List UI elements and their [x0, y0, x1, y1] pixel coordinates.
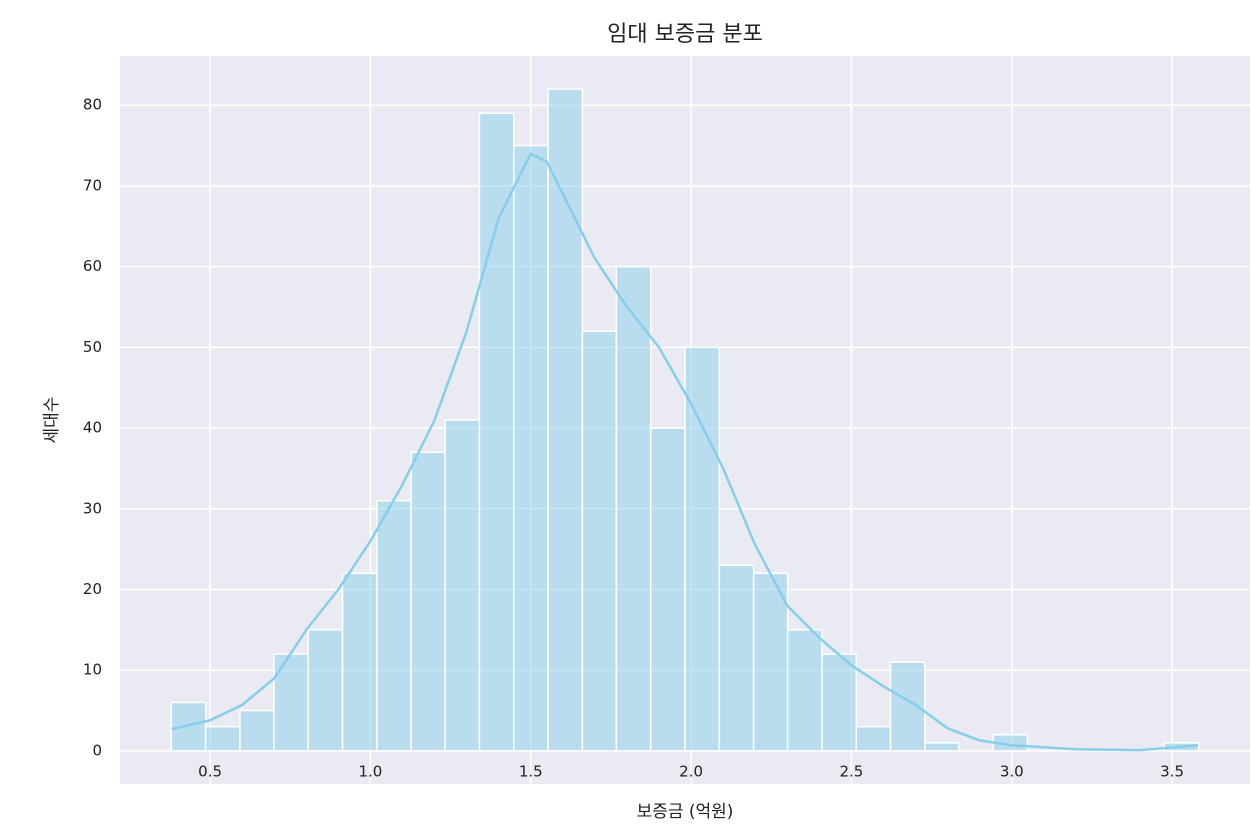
bar — [547, 88, 584, 752]
y-axis-label: 세대수 — [42, 397, 62, 444]
bar — [170, 701, 207, 752]
bar — [924, 742, 960, 752]
bar — [581, 330, 618, 752]
bar — [376, 499, 412, 752]
x-tick-label: 1.0 — [359, 763, 383, 781]
y-tick-label: 0 — [92, 741, 102, 759]
y-tick-label: 80 — [83, 96, 102, 114]
x-axis-label: 보증금 (억원) — [637, 802, 734, 822]
chart-title: 임대 보증금 분포 — [607, 22, 763, 47]
x-tick-label: 2.0 — [679, 763, 703, 781]
y-tick-label: 10 — [83, 661, 102, 679]
y-tick-label: 40 — [83, 419, 102, 437]
y-tick-label: 50 — [83, 338, 102, 356]
x-tick-label: 2.5 — [839, 763, 863, 781]
bar — [410, 451, 446, 752]
x-tick-label: 0.5 — [198, 763, 222, 781]
bar — [307, 629, 344, 752]
y-tick-label: 70 — [83, 176, 102, 194]
bar — [718, 564, 755, 752]
bar — [444, 419, 481, 752]
bar — [821, 653, 857, 752]
bar — [478, 112, 515, 752]
bar — [752, 572, 789, 752]
bar — [341, 572, 378, 752]
bar — [273, 653, 309, 752]
x-tick-label: 3.5 — [1160, 763, 1184, 781]
bar — [513, 144, 549, 752]
bar — [615, 265, 652, 752]
y-tick-label: 30 — [83, 499, 102, 517]
kde-line — [171, 152, 1198, 752]
bar — [649, 427, 686, 752]
bar — [684, 346, 721, 752]
bar — [204, 725, 241, 752]
x-tick-label: 3.0 — [1000, 763, 1024, 781]
y-tick-label: 60 — [83, 257, 102, 275]
x-tick-label: 1.5 — [519, 763, 543, 781]
bar — [855, 725, 892, 752]
y-tick-label: 20 — [83, 580, 102, 598]
bar — [786, 629, 823, 752]
bar — [239, 709, 275, 752]
